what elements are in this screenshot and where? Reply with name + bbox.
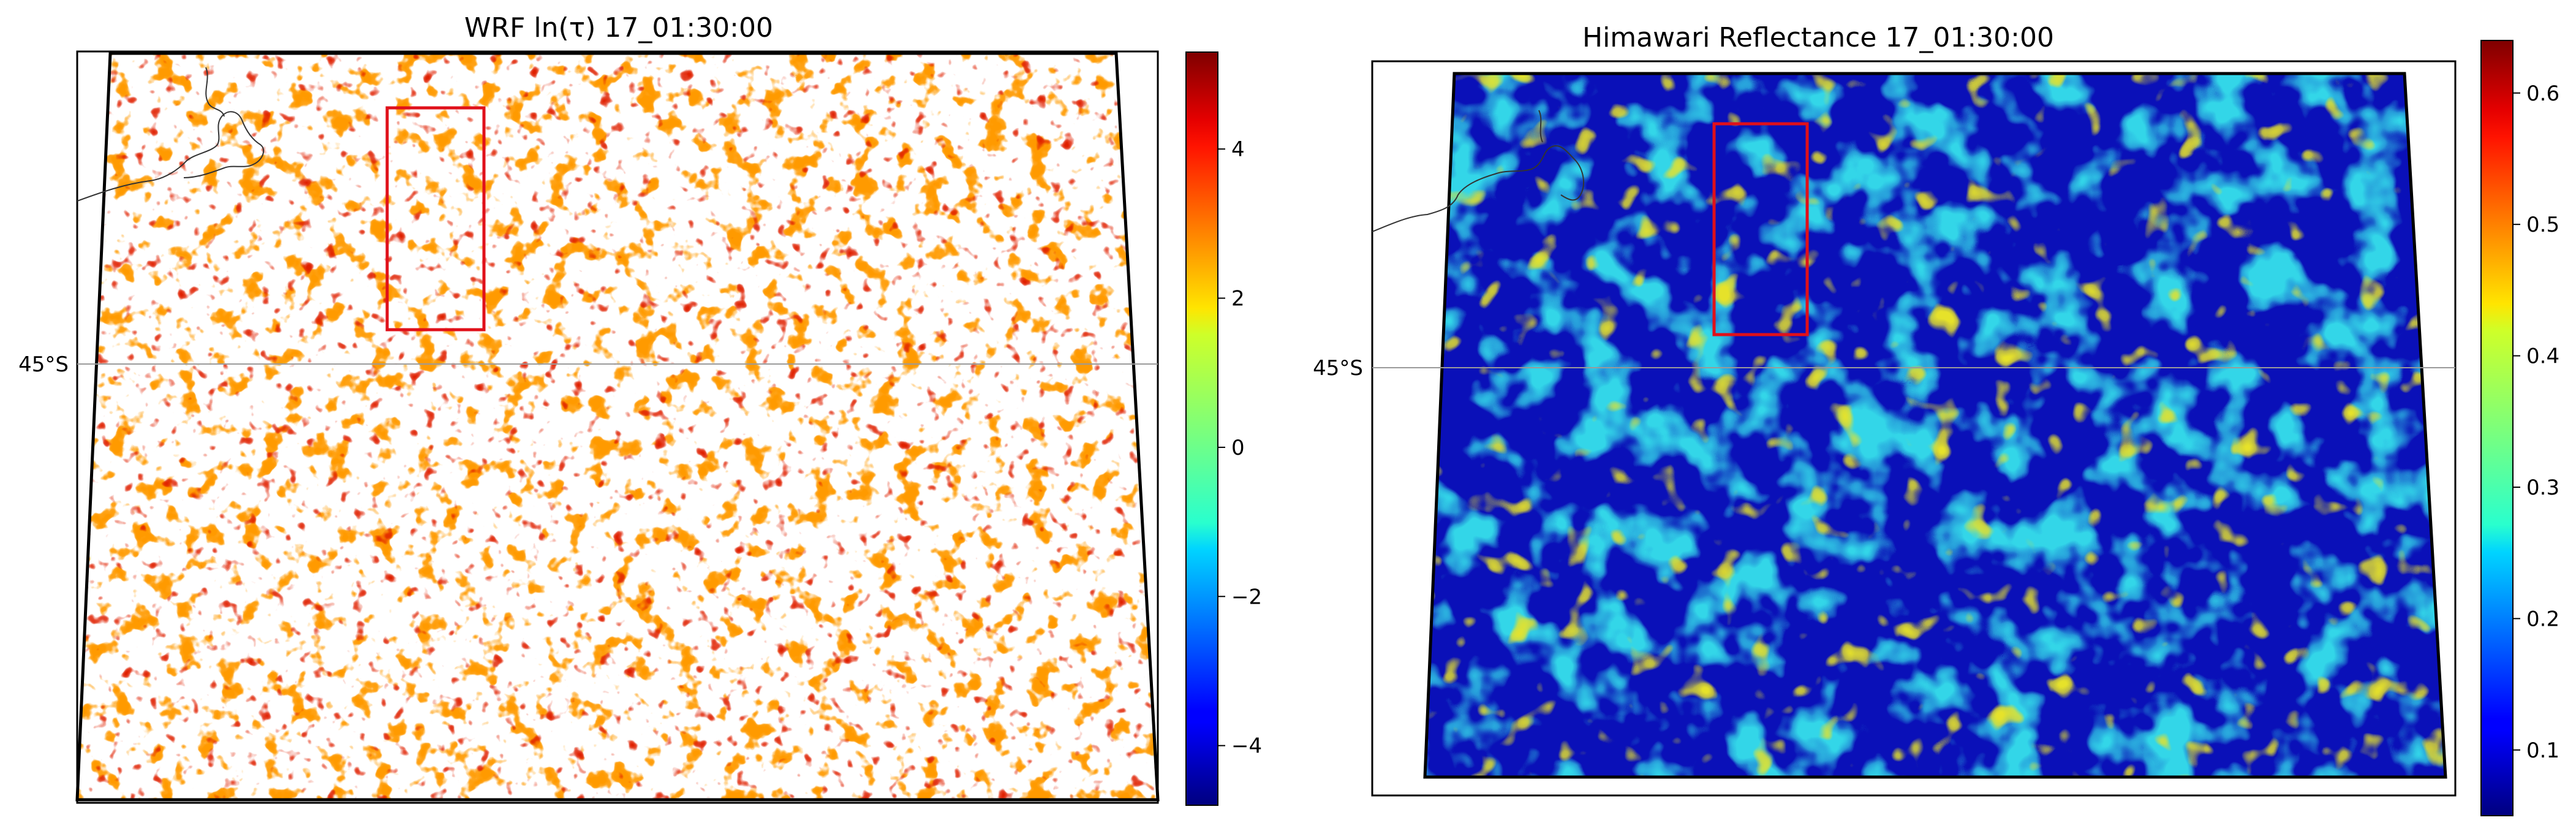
himawari-colorbar-tick-label: 0.6 xyxy=(2526,82,2559,106)
himawari-colorbar-ramp xyxy=(2480,40,2514,816)
himawari-latitude-label: 45°S xyxy=(1313,356,1363,381)
wrf-title: WRF ln(τ) 17_01:30:00 xyxy=(464,12,773,44)
wrf-field xyxy=(77,53,1158,800)
himawari-title: Himawari Reflectance 17_01:30:00 xyxy=(1582,22,2054,53)
wrf-highlight-box xyxy=(385,106,486,332)
wrf-colorbar-tick-label: 2 xyxy=(1231,287,1245,311)
wrf-colorbar-tick-label: −4 xyxy=(1231,734,1262,759)
wrf-colorbar-tick-label: −2 xyxy=(1231,585,1262,609)
wrf-colorbar-ramp xyxy=(1185,51,1218,806)
himawari-coastline xyxy=(1372,110,1585,232)
himawari-colorbar: 0.6 0.5 0.4 0.3 0.2 0.1 xyxy=(2480,40,2559,816)
wrf-domain-outline xyxy=(75,51,1160,802)
himawari-panel: Himawari Reflectance 17_01:30:00 45°S 0.… xyxy=(1313,22,2559,816)
wrf-colorbar-tick-label: 0 xyxy=(1231,436,1245,460)
himawari-domain-outline xyxy=(1423,72,2447,779)
himawari-colorbar-tick-label: 0.4 xyxy=(2526,344,2559,369)
himawari-colorbar-tick-label: 0.5 xyxy=(2526,213,2559,237)
wrf-coastline xyxy=(77,67,265,202)
himawari-colorbar-tick-label: 0.3 xyxy=(2526,476,2559,500)
wrf-latitude-label: 45°S xyxy=(18,352,69,377)
himawari-field xyxy=(1425,74,2446,777)
wrf-panel: WRF ln(τ) 17_01:30:00 45°S 4 2 0 −2 −4 xyxy=(18,12,1262,806)
himawari-colorbar-ticks: 0.6 0.5 0.4 0.3 0.2 0.1 xyxy=(2513,82,2559,763)
wrf-colorbar-ticks: 4 2 0 −2 −4 xyxy=(1218,137,1262,759)
wrf-colorbar: 4 2 0 −2 −4 xyxy=(1185,51,1262,806)
himawari-colorbar-tick-label: 0.1 xyxy=(2526,738,2559,763)
himawari-colorbar-tick-label: 0.2 xyxy=(2526,607,2559,631)
himawari-highlight-box xyxy=(1712,122,1809,336)
wrf-colorbar-tick-label: 4 xyxy=(1231,137,1245,162)
